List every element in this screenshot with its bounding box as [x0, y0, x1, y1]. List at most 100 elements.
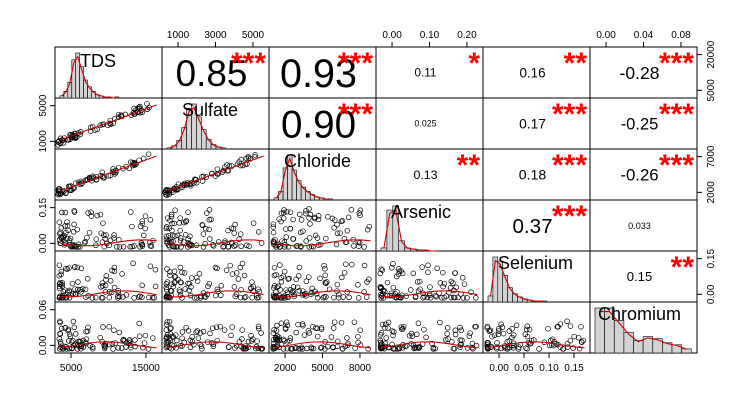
scatter-point	[287, 335, 294, 341]
scatter-point	[346, 294, 352, 301]
histogram-arsenic	[380, 205, 437, 252]
scatter-point	[248, 333, 254, 339]
smooth-line	[167, 290, 264, 298]
scatter-point	[340, 294, 346, 300]
scatter-point	[58, 271, 64, 278]
scatter-point	[432, 345, 439, 352]
scatter-point	[75, 279, 81, 285]
scatter-point	[528, 337, 535, 344]
scatter-point	[71, 209, 78, 215]
scatter-point	[118, 345, 125, 351]
scatter-point	[307, 211, 314, 218]
axis-tick-label: 5000	[706, 79, 717, 102]
density-line	[61, 55, 118, 99]
scatter-point	[176, 287, 183, 293]
scatter-point	[440, 283, 446, 290]
scatter-point	[288, 346, 294, 352]
scatter-point	[168, 325, 174, 331]
axis-tick-label: 5000	[60, 363, 83, 374]
scatter-point	[427, 295, 434, 301]
scatter-point	[185, 236, 191, 242]
scatter-point	[278, 320, 285, 327]
axis-tick-label: 2000	[706, 181, 717, 204]
scatter-point	[142, 332, 149, 339]
scatter-point	[459, 275, 466, 281]
scatter-point	[202, 240, 208, 247]
scatter-point	[207, 236, 213, 242]
scatter-point	[400, 325, 406, 332]
scatter-point	[441, 294, 448, 301]
scatter-point	[278, 218, 284, 225]
variable-label: Sulfate	[182, 100, 238, 120]
scatter-point	[394, 273, 400, 280]
scatter-point	[498, 345, 505, 352]
scatter-point	[229, 324, 235, 330]
histogram-bar	[166, 147, 173, 150]
scatter-point	[168, 213, 175, 220]
scatter-point	[282, 325, 289, 331]
scatter-point	[225, 167, 232, 174]
significance-stars: **	[671, 251, 695, 284]
scatter-point	[233, 343, 240, 349]
scatter-point	[75, 244, 81, 250]
scatter-point	[163, 233, 170, 240]
scatter-point	[226, 344, 232, 350]
scatter-point	[203, 226, 209, 232]
scatter-point	[491, 332, 498, 338]
scatter-point	[433, 293, 440, 300]
scatter-point	[277, 262, 283, 268]
scatter-point	[294, 284, 301, 291]
scatter-point	[412, 345, 418, 351]
scatter-point	[76, 181, 83, 187]
scatter-point	[62, 324, 68, 331]
scatter-point	[334, 230, 341, 237]
scatter-point	[55, 186, 62, 193]
scatter-point	[218, 283, 225, 289]
scatter-point	[102, 344, 108, 350]
scatter-point	[137, 103, 143, 110]
scatter-point	[69, 280, 76, 287]
scatter-point	[136, 320, 142, 327]
scatter-point	[109, 341, 116, 347]
scatter-point	[417, 286, 423, 292]
scatter-point	[199, 222, 206, 229]
scatter-point	[203, 210, 210, 216]
scatter-point	[398, 295, 404, 301]
scatter-point	[270, 224, 277, 230]
scatter-point	[323, 294, 329, 300]
scatter-point	[349, 261, 355, 268]
scatter-point	[163, 286, 170, 293]
scatter-point	[270, 337, 277, 343]
scatter-point	[164, 338, 171, 345]
scatter-point	[87, 124, 94, 131]
scatter-point	[389, 265, 395, 271]
scatter-point	[312, 232, 319, 239]
scatter-panel	[270, 206, 373, 250]
scatter-point	[293, 276, 299, 283]
scatter-point	[393, 294, 400, 301]
scatter-point	[172, 233, 178, 239]
scatter-point	[351, 243, 357, 249]
scatter-point	[271, 272, 278, 279]
scatter-point	[174, 232, 181, 239]
correlation-value: 0.17	[519, 116, 546, 131]
scatter-point	[128, 209, 134, 215]
scatter-point	[237, 294, 244, 301]
scatter-point	[564, 318, 570, 325]
scatter-point	[273, 289, 279, 295]
scatter-point	[150, 335, 156, 341]
scatter-point	[472, 323, 478, 330]
correlation-value: -0.28	[620, 63, 660, 83]
variable-label: Selenium	[498, 253, 573, 273]
scatter-point	[208, 216, 214, 223]
scatter-point	[565, 344, 571, 350]
scatter-point	[579, 339, 585, 345]
scatter-point	[228, 332, 234, 339]
scatter-point	[149, 295, 156, 301]
scatter-point	[281, 268, 288, 275]
scatter-point	[318, 345, 324, 351]
scatter-point	[167, 325, 174, 332]
scatter-point	[111, 268, 118, 275]
density-line	[383, 208, 437, 252]
scatter-point	[338, 319, 345, 326]
